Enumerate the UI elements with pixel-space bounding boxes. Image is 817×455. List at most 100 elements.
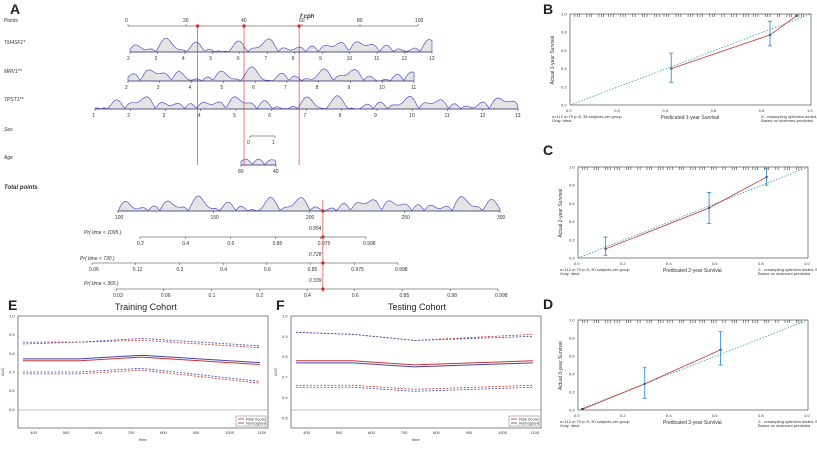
x-tick-label: 1.0 [804, 261, 810, 266]
total-guide-marker [321, 235, 325, 239]
x-axis-label: time [412, 437, 420, 442]
axis-tick-label: 40 [273, 169, 279, 175]
note-right: X - resampling optimism added, B=1000 [758, 419, 817, 424]
axis-tick-label: 4 [189, 85, 192, 91]
plot-frame [290, 315, 542, 429]
observed-point [795, 14, 798, 18]
legend-box [235, 415, 267, 427]
x-axis-label: time [139, 437, 147, 442]
x-tick-label: 1.0 [804, 413, 810, 418]
note-left: n=112 d=79 p=5, 30 subjects per group [560, 267, 630, 272]
x-tick-label: 1100 [258, 430, 267, 435]
axis-tick-label: 0 [125, 18, 128, 24]
calibration-chart-d: 0.00.0 0.2 0.2 0.4 0.4 0.6 0.6 0.8 0.8 1.0 1.0 Pred… [558, 318, 817, 429]
axis-tick-label: 8 [292, 56, 295, 62]
note-right: Based on observed-predicted [761, 118, 813, 123]
x-tick-label: 600 [368, 430, 375, 435]
panel-label-e: E [8, 297, 17, 313]
observed-point [581, 407, 584, 411]
legend-label: Nomogram [519, 421, 539, 426]
axis-tick-label: 12 [402, 56, 408, 62]
calibration-chart-c: 0.00.0 0.2 0.2 0.4 0.4 0.6 0.6 0.8 0.8 1.0 1.0 Pred… [558, 165, 817, 277]
axis-tick-label: 9 [374, 113, 377, 119]
y-tick-label: 0.8 [569, 336, 575, 341]
ci-line [295, 331, 533, 341]
x-tick-label: 700 [401, 430, 408, 435]
axis-tick-label: 2 [127, 113, 130, 119]
x-tick-label: 0.2 [620, 261, 626, 266]
x-tick-label: 0.2 [614, 108, 620, 113]
axis-tick-label: 4 [182, 56, 185, 62]
x-tick-label: 0.8 [758, 261, 764, 266]
panel-label-b: B [543, 1, 553, 17]
y-tick-label: 0.6 [561, 48, 567, 53]
panel-label-f: F [276, 297, 285, 313]
nomogram-row-label: Pr( time < 730 ) [80, 256, 115, 262]
observed-line [671, 15, 797, 69]
axis-tick-label: 11 [445, 113, 450, 119]
x-tick-label: 500 [336, 430, 343, 435]
axis-tick-label: 10 [347, 56, 353, 62]
nomogram-row-label: Sex [4, 127, 13, 133]
axis-tick-label: 80 [357, 18, 363, 24]
axis-tick-label: 0 [247, 140, 250, 146]
axis-tick-label: 2 [127, 56, 130, 62]
chart-title: Testing Cohort [388, 302, 447, 312]
legend-label: Nomogram [246, 421, 266, 426]
axis-tick-label: 0.98 [447, 293, 457, 299]
x-tick-label: 900 [466, 430, 473, 435]
x-tick-label: 0.6 [711, 108, 717, 113]
x-tick-label: 0.0 [574, 261, 580, 266]
axis-tick-label: 0.2 [176, 267, 183, 273]
axis-tick-label: 0.6 [352, 293, 359, 299]
y-axis-label: Actual 1-year Survival [550, 36, 556, 85]
x-tick-label: 1100 [531, 430, 540, 435]
legend-box [508, 415, 540, 427]
axis-tick-label: 0.2 [256, 293, 263, 299]
x-tick-label: 800 [433, 430, 440, 435]
ideal-line [577, 319, 809, 411]
y-tick-label: 0.0 [569, 256, 575, 261]
x-tick-label: 1000 [498, 430, 508, 435]
axis-tick-label: 4 [198, 113, 201, 119]
axis-tick-label: 0.85 [273, 241, 283, 247]
x-tick-label: 600 [95, 430, 102, 435]
auc-chart-testing: Testing Cohort 400 500 600 700 800 900 1000 1100… [273, 302, 542, 442]
y-tick-label: 0.5 [9, 407, 15, 412]
axis-tick-label: 9 [347, 85, 350, 91]
axis-tick-label: 0.12 [133, 267, 143, 273]
density-curve [94, 95, 519, 110]
axis-tick-label: 0.06 [89, 267, 99, 273]
axis-tick-label: 5 [209, 56, 212, 62]
nomogram-row-label: Pr( time < 365 ) [84, 281, 119, 287]
axis-tick-label: 7 [304, 113, 307, 119]
axis-tick-label: 6 [268, 113, 271, 119]
y-axis-label: Actual 3-year Survival [558, 341, 564, 390]
x-tick-label: 0.6 [712, 261, 718, 266]
x-tick-label: 0.4 [662, 108, 668, 113]
plot-frame [569, 13, 812, 106]
nomogram-row-label: Age [3, 155, 13, 161]
y-tick-label: 1.0 [561, 12, 567, 17]
nomogram-row-label: Points [4, 18, 18, 24]
density-curve [117, 195, 501, 212]
x-tick-label: 800 [160, 430, 167, 435]
nomogram-row-label: Pr( time < 1095 ) [84, 230, 122, 236]
guide-marker [196, 24, 200, 28]
axis-tick-label: 6 [252, 85, 255, 91]
y-tick-label: 0.0 [561, 103, 567, 108]
guide-marker [242, 24, 246, 28]
y-tick-label: 0.6 [282, 395, 288, 400]
note-left: Gray: ideal [552, 118, 571, 123]
y-tick-label: 0.8 [282, 354, 288, 359]
axis-tick-label: 100 [115, 215, 124, 221]
y-tick-label: 0.6 [9, 388, 15, 393]
probability-value: 0.339 [309, 278, 322, 284]
nomogram-row-label: TM4SF1* [4, 40, 26, 46]
y-tick-label: 0.7 [9, 370, 15, 375]
y-tick-label: 1.0 [282, 314, 288, 319]
axis-tick-label: 0.6 [227, 241, 234, 247]
y-tick-label: 0.4 [561, 66, 567, 71]
x-tick-label: 1.0 [807, 108, 813, 113]
